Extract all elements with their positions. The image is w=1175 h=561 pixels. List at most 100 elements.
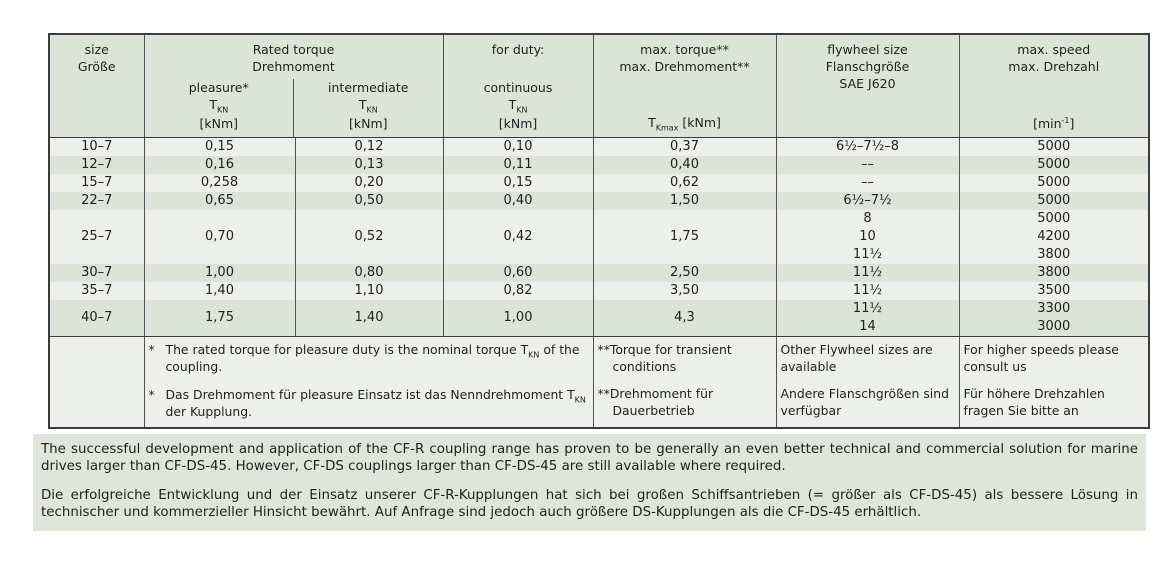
footnotes-row: * The rated torque for pleasure duty is t…	[49, 335, 1149, 428]
cell-continuous: 0,10	[442, 137, 593, 156]
cell-size: 30–7	[49, 264, 144, 282]
header-rated-torque-en: Rated torque	[252, 42, 335, 57]
cell-speed: 5000	[958, 192, 1149, 210]
footnote-flywheel: Other Flywheel sizes are available Ander…	[775, 335, 959, 428]
footnote-rated-torque: * The rated torque for pleasure duty is t…	[143, 335, 593, 428]
header-for-duty: for duty: continuous TKN [kNm]	[442, 34, 593, 138]
cell-max-torque: 0,40	[592, 156, 776, 174]
cell-flywheel: 6½–7½	[775, 192, 959, 210]
cell-pleasure: 0,15	[143, 137, 295, 156]
footnote-max-torque-de: **Drehmoment für Dauerbetrieb	[597, 386, 714, 418]
cell-continuous: 0,40	[442, 192, 593, 210]
cell-intermediate: 1,40	[294, 300, 443, 337]
table-row: 25–7 0,70 0,52 0,42 1,75 8 10 11½ 5000 4200…	[49, 210, 1149, 264]
cell-max-torque: 1,50	[592, 192, 776, 210]
header-size: size Größe	[49, 34, 144, 138]
table-row: 30–7 1,00 0,80 0,60 2,50 11½ 3800	[49, 264, 1149, 282]
cell-max-torque: 3,50	[592, 282, 776, 300]
symbol-tkmax: TKmax [kNm]	[648, 114, 721, 132]
cell-speed: 3500	[958, 282, 1149, 300]
table-row: 35–7 1,40 1,10 0,82 3,50 11½ 3500	[49, 282, 1149, 300]
footnote-max-torque: **Torque for transient conditions **Dreh…	[592, 335, 776, 428]
header-rated-torque-de: Drehmoment	[252, 59, 335, 74]
cell-continuous: 1,00	[442, 300, 593, 337]
header-size-de: Größe	[77, 59, 116, 74]
table-row: 15–7 0,258 0,20 0,15 0,62 –– 5000	[49, 174, 1149, 192]
cell-pleasure: 0,16	[143, 156, 295, 174]
intro-paragraph-de: Die erfolgreiche Entwicklung und der Ein…	[41, 487, 1138, 521]
cell-pleasure: 1,40	[143, 282, 295, 300]
cell-speed: 3800	[958, 264, 1149, 282]
header-size-en: size	[84, 42, 109, 57]
cell-max-torque: 0,62	[592, 174, 776, 192]
cell-intermediate: 0,52	[294, 210, 443, 264]
cell-size: 10–7	[49, 137, 144, 156]
cell-max-torque: 1,75	[592, 210, 776, 264]
cell-flywheel: ––	[775, 156, 959, 174]
header-max-torque: max. torque** max. Drehmoment** TKmax [kN…	[592, 34, 776, 138]
table-row: 10–7 0,15 0,12 0,10 0,37 6½–7½–8 5000	[49, 137, 1149, 156]
footnote-rated-torque-de: * Das Drehmoment für pleasure Einsatz ist…	[148, 386, 586, 420]
table-row: 12–7 0,16 0,13 0,11 0,40 –– 5000	[49, 156, 1149, 174]
header-pleasure: pleasure* TKN [kNm]	[145, 79, 294, 137]
cell-intermediate: 0,80	[294, 264, 443, 282]
header-flywheel-size: flywheel size Flanschgröße SAE J620	[775, 34, 959, 138]
cell-intermediate: 1,10	[294, 282, 443, 300]
footnote-speed-en: For higher speeds please consult us	[963, 342, 1119, 374]
cell-pleasure: 0,65	[143, 192, 295, 210]
footnote-empty-cell	[49, 335, 144, 428]
footnote-speed-de: Für höhere Drehzahlen fragen Sie bitte a…	[963, 386, 1105, 418]
cell-continuous: 0,60	[442, 264, 593, 282]
cell-size: 12–7	[49, 156, 144, 174]
cell-size: 25–7	[49, 210, 144, 264]
cell-flywheel: ––	[775, 174, 959, 192]
cell-size: 35–7	[49, 282, 144, 300]
cell-speed: 5000	[958, 174, 1149, 192]
cell-speed: 5000	[958, 156, 1149, 174]
cell-continuous: 0,82	[442, 282, 593, 300]
cell-flywheel: 11½ 14	[775, 300, 959, 337]
cell-size: 40–7	[49, 300, 144, 337]
cell-continuous: 0,42	[442, 210, 593, 264]
intro-paragraph-en: The successful development and applicati…	[41, 441, 1138, 475]
footnote-rated-torque-en: * The rated torque for pleasure duty is t…	[148, 342, 580, 375]
unit-knm: [kNm]	[348, 115, 388, 131]
cell-max-torque: 0,37	[592, 137, 776, 156]
cell-pleasure: 1,00	[143, 264, 295, 282]
footnote-speed: For higher speeds please consult us Für …	[958, 335, 1149, 428]
coupling-spec-table: size Größe Rated torque Drehmoment	[48, 33, 1150, 429]
symbol-tkn: TKN	[508, 97, 528, 115]
cell-flywheel: 11½	[775, 264, 959, 282]
cell-pleasure: 0,258	[143, 174, 295, 192]
cell-speed: 3300 3000	[958, 300, 1149, 337]
footnote-flywheel-de: Andere Flanschgrößen sind verfügbar	[780, 386, 949, 418]
cell-intermediate: 0,50	[294, 192, 443, 210]
cell-speed: 5000	[958, 137, 1149, 156]
table-body: 10–7 0,15 0,12 0,10 0,37 6½–7½–8 5000 12…	[49, 137, 1149, 428]
intro-text-block: The successful development and applicati…	[33, 433, 1146, 531]
cell-max-torque: 2,50	[592, 264, 776, 282]
table-row: 22–7 0,65 0,50 0,40 1,50 6½–7½ 5000	[49, 192, 1149, 210]
footnote-flywheel-en: Other Flywheel sizes are available	[780, 342, 933, 374]
header-continuous: continuous TKN [kNm]	[444, 79, 593, 137]
cell-size: 15–7	[49, 174, 144, 192]
header-intermediate: intermediate TKN [kNm]	[293, 79, 443, 137]
symbol-tkn: TKN	[209, 97, 229, 115]
cell-intermediate: 0,20	[294, 174, 443, 192]
unit-min-inverse: [min-1]	[1033, 115, 1075, 131]
cell-flywheel: 8 10 11½	[775, 210, 959, 264]
cell-intermediate: 0,12	[294, 137, 443, 156]
cell-max-torque: 4,3	[592, 300, 776, 337]
cell-size: 22–7	[49, 192, 144, 210]
header-max-speed: max. speed max. Drehzahl [min-1]	[958, 34, 1149, 138]
header-rated-torque-group: Rated torque Drehmoment pleasure* TKN [k…	[143, 34, 443, 138]
cell-speed: 5000 4200 3800	[958, 210, 1149, 264]
cell-continuous: 0,15	[442, 174, 593, 192]
unit-knm: [kNm]	[498, 115, 538, 131]
cell-intermediate: 0,13	[294, 156, 443, 174]
cell-flywheel: 11½	[775, 282, 959, 300]
symbol-tkn: TKN	[358, 97, 378, 115]
cell-pleasure: 0,70	[143, 210, 295, 264]
unit-knm: [kNm]	[199, 115, 239, 131]
